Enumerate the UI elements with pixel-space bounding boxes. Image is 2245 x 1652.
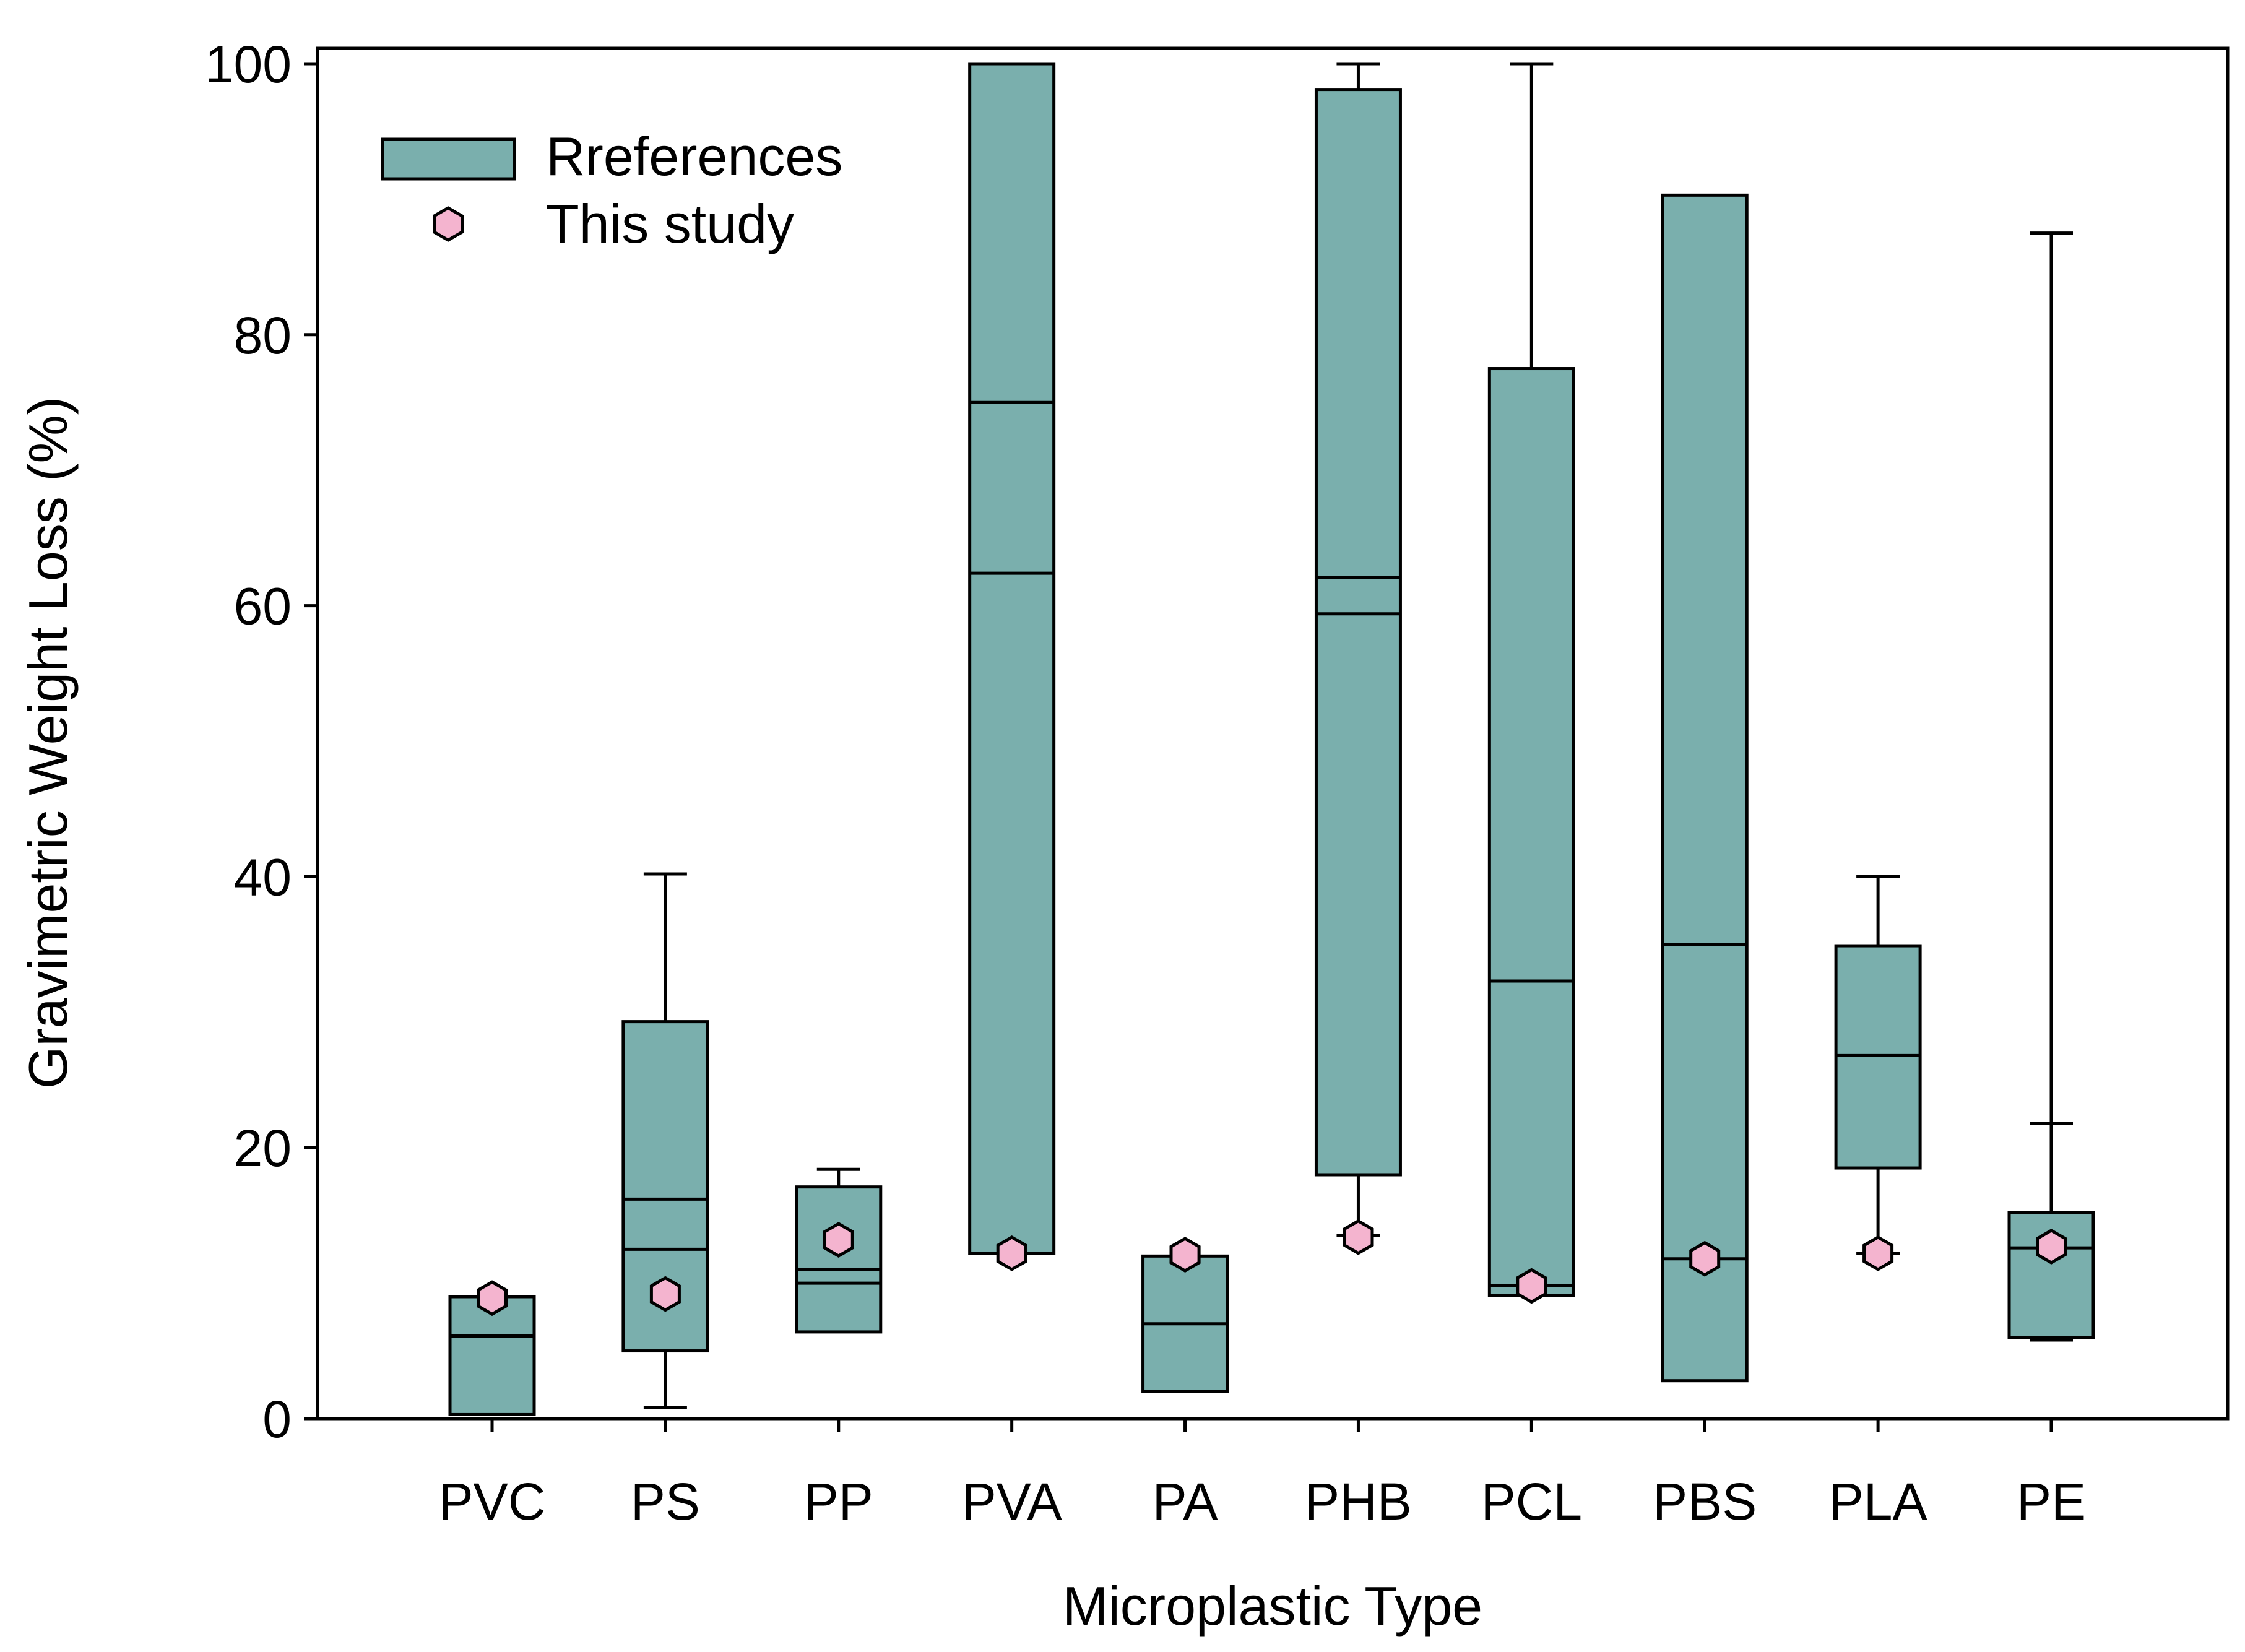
- box-PBS: [1661, 193, 1749, 1383]
- this-study-marker-PA: [1169, 1237, 1201, 1273]
- box-body-PP: [795, 1185, 883, 1334]
- this-study-marker-PHB: [1343, 1219, 1374, 1255]
- legend-label-references: Rreferences: [546, 126, 842, 187]
- box-series: [448, 62, 2095, 1416]
- y-tick-label-40: 40: [234, 848, 292, 906]
- box-PVA: [968, 62, 1056, 1255]
- this-study-marker-PVC: [477, 1280, 508, 1317]
- box-body-PCL: [1487, 367, 1575, 1297]
- legend: Rreferences This study: [381, 126, 842, 254]
- box-body-PVC: [448, 1295, 536, 1416]
- this-study-marker-PS: [649, 1276, 681, 1312]
- legend-box-swatch: [381, 137, 516, 181]
- y-axis-title: Gravimetric Weight Loss (%): [17, 397, 79, 1089]
- y-tick-label-20: 20: [234, 1119, 292, 1177]
- y-tick-label-80: 80: [234, 306, 292, 365]
- legend-hexagon-marker: [433, 206, 464, 242]
- this-study-series: [477, 1219, 2067, 1317]
- x-axis-title: Microplastic Type: [1063, 1575, 1482, 1637]
- x-tick-label-PVC: PVC: [439, 1473, 546, 1531]
- this-study-marker-PVA: [996, 1235, 1027, 1271]
- box-PHB: [1314, 62, 1402, 1237]
- box-PCL: [1487, 62, 1575, 1297]
- box-PP: [795, 1167, 883, 1334]
- x-tick-label-PCL: PCL: [1481, 1473, 1582, 1531]
- this-study-marker-PCL: [1516, 1268, 1547, 1304]
- x-tick-label-PHB: PHB: [1305, 1473, 1412, 1531]
- box-PLA: [1834, 875, 1922, 1255]
- box-PE: [2007, 231, 2095, 1342]
- this-study-marker-PP: [823, 1222, 854, 1258]
- x-tick-label-PLA: PLA: [1829, 1473, 1927, 1531]
- box-PVC: [448, 1295, 536, 1416]
- x-tick-label-PVA: PVA: [962, 1473, 1062, 1531]
- axis-ticks: 0 20 40 60 80 100 PVC PS PP PVA PA PHB PCL PBS PLA PE: [205, 35, 2086, 1531]
- legend-label-this-study: This study: [546, 193, 794, 254]
- y-tick-label-0: 0: [262, 1390, 292, 1448]
- y-tick-label-60: 60: [234, 577, 292, 636]
- y-tick-label-100: 100: [205, 35, 292, 93]
- box-body-PBS: [1661, 193, 1749, 1383]
- box-PA: [1141, 1254, 1229, 1393]
- this-study-marker-PBS: [1689, 1240, 1721, 1277]
- x-tick-label-PBS: PBS: [1653, 1473, 1757, 1531]
- this-study-marker-PE: [2036, 1229, 2067, 1265]
- plot-frame: [316, 46, 2230, 1421]
- this-study-marker-PLA: [1862, 1235, 1894, 1271]
- x-tick-label-PA: PA: [1153, 1473, 1218, 1531]
- box-body-PVA: [968, 62, 1056, 1255]
- x-tick-label-PP: PP: [804, 1473, 873, 1531]
- x-tick-label-PE: PE: [2017, 1473, 2086, 1531]
- box-body-PHB: [1314, 88, 1402, 1177]
- x-tick-label-PS: PS: [631, 1473, 700, 1531]
